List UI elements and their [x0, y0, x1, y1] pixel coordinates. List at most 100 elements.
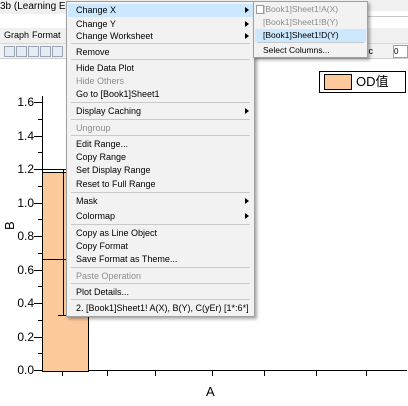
size-spinner[interactable]: 0 — [393, 45, 408, 58]
y-tick — [34, 336, 42, 338]
menu-item-label: Colormap — [76, 211, 116, 221]
toolbar-icon[interactable] — [4, 46, 15, 57]
menu-item-label: Change Y — [76, 19, 116, 29]
y-tick-label: 0.4 — [17, 296, 34, 310]
submenu-arrow-icon — [245, 33, 249, 39]
submenu-arrow-icon — [245, 198, 249, 204]
menu-separator — [71, 59, 250, 60]
menu-item-label: Copy Format — [76, 241, 129, 251]
menu-item-copy-as-line-object[interactable]: Copy as Line Object — [68, 227, 253, 240]
menu-item-label: Reset to Full Range — [76, 179, 156, 189]
menu-item-label: Ungroup — [76, 123, 111, 133]
y-minor-tick — [38, 219, 42, 221]
menu-item-remove[interactable]: Remove — [68, 46, 253, 59]
y-tick-label: 0.8 — [17, 229, 34, 243]
x-tick — [366, 370, 367, 376]
menu-separator — [71, 135, 250, 136]
submenu-arrow-icon — [245, 108, 249, 114]
menu-item-colormap[interactable]: Colormap — [68, 210, 253, 223]
menu-item-label: Go to [Book1]Sheet1 — [76, 89, 160, 99]
x-tick — [316, 370, 317, 376]
menu-item-ungroup: Ungroup — [68, 122, 253, 135]
x-tick — [62, 370, 63, 376]
menu-item-plot-details[interactable]: Plot Details... — [68, 286, 253, 299]
submenu-item: [Book1]Sheet1!B(Y) — [255, 16, 366, 29]
menu-item-copy-format[interactable]: Copy Format — [68, 240, 253, 253]
menu-item-label: Hide Data Plot — [76, 63, 135, 73]
menu-item-hide-others: Hide Others — [68, 75, 253, 88]
y-minor-tick — [38, 286, 42, 288]
toolbar-icon[interactable] — [40, 46, 51, 57]
submenu-item-label: Select Columns... — [263, 45, 330, 55]
y-tick — [34, 169, 42, 170]
menu-item-go-to-book1-sheet1[interactable]: Go to [Book1]Sheet1 — [68, 88, 253, 101]
menu-item-paste-operation: Paste Operation — [68, 270, 253, 283]
toolbar-icon[interactable] — [28, 46, 39, 57]
submenu-item[interactable]: Select Columns... — [255, 44, 366, 57]
y-minor-tick — [38, 353, 42, 355]
legend-label: OD值 — [356, 74, 389, 89]
menu-item-label: Edit Range... — [76, 139, 129, 149]
submenu-item: [Book1]Sheet1!A(X) — [255, 3, 366, 16]
y-tick-label: 1.0 — [17, 195, 34, 210]
submenu-arrow-icon — [245, 21, 249, 27]
menu-item-save-format-as-theme[interactable]: Save Format as Theme... — [68, 253, 253, 266]
menu-item-change-x[interactable]: Change X — [68, 4, 253, 17]
menu-separator — [71, 224, 250, 225]
y-minor-tick — [38, 252, 42, 254]
y-tick-label: 1.2 — [17, 162, 34, 176]
error-bar — [63, 169, 64, 315]
y-minor-tick — [38, 319, 42, 321]
menu-item-label: Save Format as Theme... — [76, 254, 178, 264]
menu-item-2-book1-sheet1-a-x-b-y-c-yer-1-6[interactable]: 2. [Book1]Sheet1! A(X), B(Y), C(yEr) [1*… — [68, 302, 253, 315]
submenu-item-label: [Book1]Sheet1!A(X) — [263, 4, 339, 14]
menu-item-reset-to-full-range[interactable]: Reset to Full Range — [68, 178, 253, 191]
mean-line — [42, 259, 66, 261]
menu-separator — [71, 119, 250, 120]
submenu-arrow-icon — [245, 213, 249, 219]
x-tick — [212, 370, 213, 376]
menu-item-set-display-range[interactable]: Set Display Range — [68, 164, 253, 177]
toolbar-icon[interactable] — [52, 46, 63, 57]
menu-format[interactable]: Format — [32, 30, 61, 40]
menu-item-label: Remove — [76, 47, 110, 57]
submenu-item-label: [Book1]Sheet1!D(Y) — [263, 30, 339, 40]
menu-item-hide-data-plot[interactable]: Hide Data Plot — [68, 62, 253, 75]
error-bar-cap — [58, 314, 68, 316]
y-tick — [34, 303, 42, 304]
menu-item-copy-range[interactable]: Copy Range — [68, 151, 253, 164]
y-tick — [34, 135, 42, 137]
y-tick — [34, 370, 42, 371]
menu-separator — [71, 102, 250, 103]
menu-separator — [71, 192, 250, 193]
menu-item-edit-range[interactable]: Edit Range... — [68, 138, 253, 151]
menu-item-label: Display Caching — [76, 106, 142, 116]
menu-separator — [71, 267, 250, 268]
y-tick-label: 0.6 — [17, 262, 34, 277]
y-tick-label: 1.4 — [17, 128, 34, 143]
legend[interactable]: OD值 — [319, 71, 406, 93]
menu-item-label: Change X — [76, 5, 117, 15]
menu-item-label: 2. [Book1]Sheet1! A(X), B(Y), C(yEr) [1*… — [76, 303, 249, 313]
context-menu: Change X Change Y Change Worksheet Remove Hi… — [66, 1, 255, 317]
menu-separator — [71, 283, 250, 284]
y-tick-label: 0.2 — [17, 329, 34, 344]
y-tick-label: 1.6 — [17, 95, 34, 109]
check-icon — [256, 5, 264, 14]
menu-item-label: Paste Operation — [76, 271, 142, 281]
menu-item-label: Mask — [76, 196, 98, 206]
menu-item-mask[interactable]: Mask — [68, 195, 253, 208]
submenu-item[interactable]: [Book1]Sheet1!D(Y) — [255, 29, 366, 42]
y-tick-label: 0.0 — [17, 363, 34, 377]
menu-graph[interactable]: Graph — [4, 30, 30, 40]
menu-item-change-y[interactable]: Change Y — [68, 18, 253, 31]
y-tick — [34, 236, 42, 237]
menu-item-display-caching[interactable]: Display Caching — [68, 105, 253, 118]
menu-item-label: Plot Details... — [76, 287, 130, 297]
toolbar-icon[interactable] — [16, 46, 27, 57]
y-minor-tick — [38, 185, 42, 187]
menu-item-change-worksheet[interactable]: Change Worksheet — [68, 30, 253, 43]
menu-separator — [71, 43, 250, 44]
submenu-arrow-icon — [245, 7, 249, 13]
menu-item-label: Copy Range — [76, 152, 127, 162]
